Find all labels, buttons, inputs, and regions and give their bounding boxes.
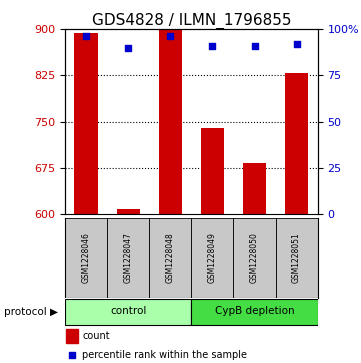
Bar <box>234 218 275 298</box>
Point <box>294 41 300 47</box>
Bar <box>243 163 266 214</box>
Bar <box>107 218 149 298</box>
Point <box>168 33 173 39</box>
Bar <box>191 299 318 325</box>
Bar <box>117 209 140 214</box>
Text: percentile rank within the sample: percentile rank within the sample <box>82 350 247 360</box>
Text: protocol ▶: protocol ▶ <box>4 307 58 317</box>
Text: GSM1228048: GSM1228048 <box>166 232 175 283</box>
Text: GSM1228049: GSM1228049 <box>208 232 217 283</box>
Point <box>209 43 215 49</box>
Point <box>83 33 89 39</box>
Text: GSM1228046: GSM1228046 <box>82 232 91 283</box>
Bar <box>149 218 191 298</box>
Bar <box>201 128 224 214</box>
Point <box>252 43 257 49</box>
Bar <box>65 218 107 298</box>
Bar <box>275 218 318 298</box>
Text: count: count <box>82 331 110 341</box>
Bar <box>285 73 308 214</box>
Text: CypB depletion: CypB depletion <box>215 306 294 316</box>
Bar <box>65 299 191 325</box>
Text: control: control <box>110 306 146 316</box>
Title: GDS4828 / ILMN_1796855: GDS4828 / ILMN_1796855 <box>92 13 291 29</box>
Text: GSM1228050: GSM1228050 <box>250 232 259 283</box>
Point <box>69 352 75 358</box>
Bar <box>191 218 234 298</box>
Bar <box>74 33 97 214</box>
Text: GSM1228051: GSM1228051 <box>292 232 301 283</box>
Bar <box>159 30 182 214</box>
Point <box>125 45 131 50</box>
Text: GSM1228047: GSM1228047 <box>124 232 132 283</box>
Bar <box>66 329 78 343</box>
